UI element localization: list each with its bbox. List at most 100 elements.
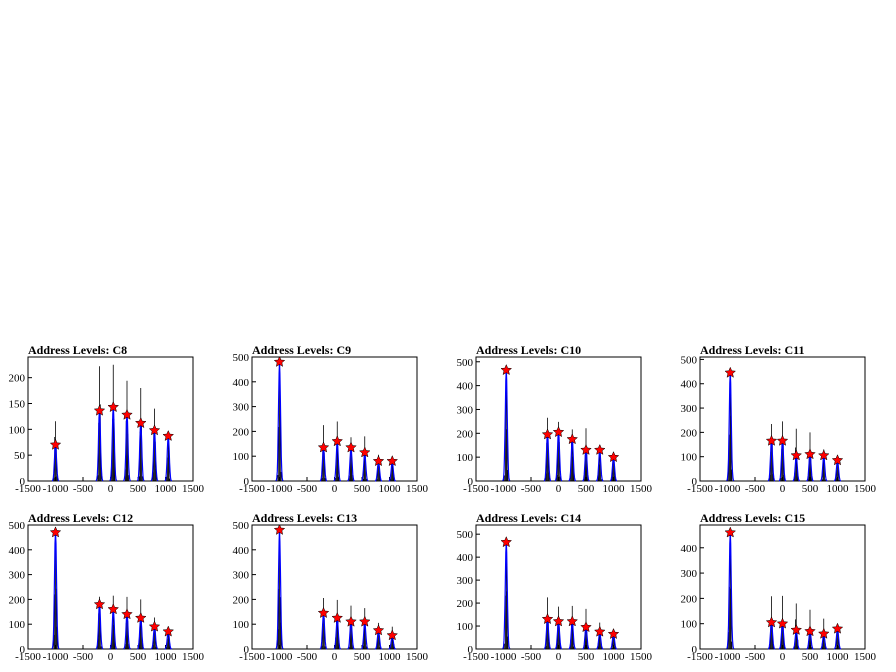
x-tick-label: 1000 <box>827 483 850 495</box>
peak-marker <box>345 441 357 453</box>
y-tick-label: 200 <box>457 598 474 610</box>
chart-panel: Address Levels: C12 0 100 200 300 400 500 -1500… <box>9 511 205 663</box>
x-tick-label: -500 <box>297 483 318 495</box>
peak-marker <box>134 416 147 429</box>
x-tick-label: -1500 <box>15 483 41 495</box>
chart-panel: Address Levels: C13 0 100 200 300 400 500 -1500… <box>233 511 429 663</box>
peak-marker <box>566 615 579 627</box>
peak-marker <box>331 611 344 623</box>
peak-marker <box>358 446 371 458</box>
peak-marker <box>134 611 147 623</box>
x-tick-label: 500 <box>578 483 595 495</box>
y-tick-label: 0 <box>20 476 26 488</box>
peak-marker <box>552 615 565 627</box>
x-tick-label: 1500 <box>630 651 653 663</box>
x-tick-label: -500 <box>73 651 94 663</box>
peak-marker <box>817 627 830 639</box>
y-tick-label: 300 <box>457 404 474 416</box>
peak-marker <box>831 622 844 634</box>
y-tick-label: 500 <box>457 529 474 541</box>
peak-marker <box>817 449 830 461</box>
y-tick-label: 200 <box>233 426 250 438</box>
y-tick-label: 0 <box>20 644 26 656</box>
y-tick-label: 300 <box>457 575 474 587</box>
x-tick-label: 1500 <box>854 483 877 495</box>
chart-panel: Address Levels: C90100200300400500-1500-… <box>233 343 429 495</box>
y-tick-label: 400 <box>457 381 474 393</box>
x-tick-label: 500 <box>130 651 147 663</box>
peak-marker <box>93 404 106 416</box>
y-tick-label: 100 <box>681 452 698 464</box>
peak-marker <box>790 623 803 636</box>
x-tick-label: -1000 <box>267 483 293 495</box>
chart-panel: Address Levels: C14 0 100 200 300 400 500 -1500… <box>457 511 653 663</box>
x-tick-label: -1000 <box>267 651 293 663</box>
y-tick-label: 400 <box>681 543 698 555</box>
y-tick-label: 500 <box>457 357 474 369</box>
x-tick-label: 500 <box>354 483 371 495</box>
peak-marker <box>593 625 606 637</box>
peak-marker <box>765 434 778 446</box>
panel-title: Address Levels: C8 <box>28 343 127 357</box>
panel-title: Address Levels: C15 <box>700 511 805 525</box>
y-tick-label: 400 <box>9 545 26 557</box>
chart-panel: Address Levels: C11 0 100 200 300 400 500 -1500… <box>681 343 877 495</box>
peak-marker <box>386 629 399 641</box>
peak-marker <box>790 449 803 461</box>
y-tick-label: 0 <box>692 476 698 488</box>
x-tick-label: 1000 <box>603 651 626 663</box>
peak-marker <box>372 624 385 636</box>
x-tick-label: -1500 <box>687 651 713 663</box>
y-tick-label: 0 <box>692 644 698 656</box>
panel-title: Address Levels: C11 <box>700 343 804 357</box>
x-tick-label: -500 <box>73 483 94 495</box>
x-tick-label: 1500 <box>182 483 205 495</box>
x-tick-label: 0 <box>556 483 562 495</box>
x-tick-label: -1500 <box>239 483 265 495</box>
x-tick-label: 1000 <box>603 483 626 495</box>
x-tick-label: -500 <box>521 483 542 495</box>
y-tick-label: 300 <box>9 570 26 582</box>
y-tick-label: 0 <box>468 644 474 656</box>
x-tick-label: -1500 <box>239 651 265 663</box>
peak-marker <box>93 598 106 610</box>
x-tick-label: 1000 <box>379 651 402 663</box>
peak-marker <box>724 366 737 378</box>
y-tick-label: 400 <box>457 552 474 564</box>
peak-marker <box>566 433 579 445</box>
peak-marker <box>831 454 844 466</box>
chart-panel: Address Levels: C8 0 50 100 150 200 -1500 -1000… <box>9 343 205 495</box>
panel-title: Address Levels: C10 <box>476 343 581 357</box>
panel-title: Address Levels: C14 <box>476 511 581 525</box>
x-tick-label: -500 <box>745 651 766 663</box>
x-tick-label: 1000 <box>827 651 850 663</box>
peak-marker <box>765 616 778 628</box>
peak-marker <box>273 355 286 367</box>
y-tick-label: 200 <box>9 373 26 385</box>
x-tick-label: 500 <box>354 651 371 663</box>
y-tick-label: 200 <box>457 428 474 440</box>
peak-marker <box>148 620 161 632</box>
peak-marker <box>372 455 385 467</box>
peak-marker <box>593 443 606 455</box>
y-tick-label: 100 <box>681 619 698 631</box>
peak-marker <box>107 603 120 615</box>
y-tick-label: 0 <box>244 476 250 488</box>
y-tick-label: 500 <box>233 520 250 532</box>
y-tick-label: 500 <box>9 520 26 532</box>
x-tick-label: 0 <box>108 651 114 663</box>
peak-marker <box>804 625 816 637</box>
y-tick-label: 300 <box>233 570 250 582</box>
x-tick-label: -1000 <box>491 483 517 495</box>
x-tick-label: -500 <box>521 651 542 663</box>
x-tick-label: 500 <box>578 651 595 663</box>
y-tick-label: 100 <box>457 621 474 633</box>
x-tick-label: -1000 <box>715 651 741 663</box>
x-tick-label: 1000 <box>379 483 402 495</box>
peak-marker <box>607 451 620 463</box>
peak-marker <box>804 448 816 460</box>
x-tick-label: -1000 <box>715 483 741 495</box>
peak-marker <box>580 443 592 455</box>
x-tick-label: -1500 <box>15 651 41 663</box>
